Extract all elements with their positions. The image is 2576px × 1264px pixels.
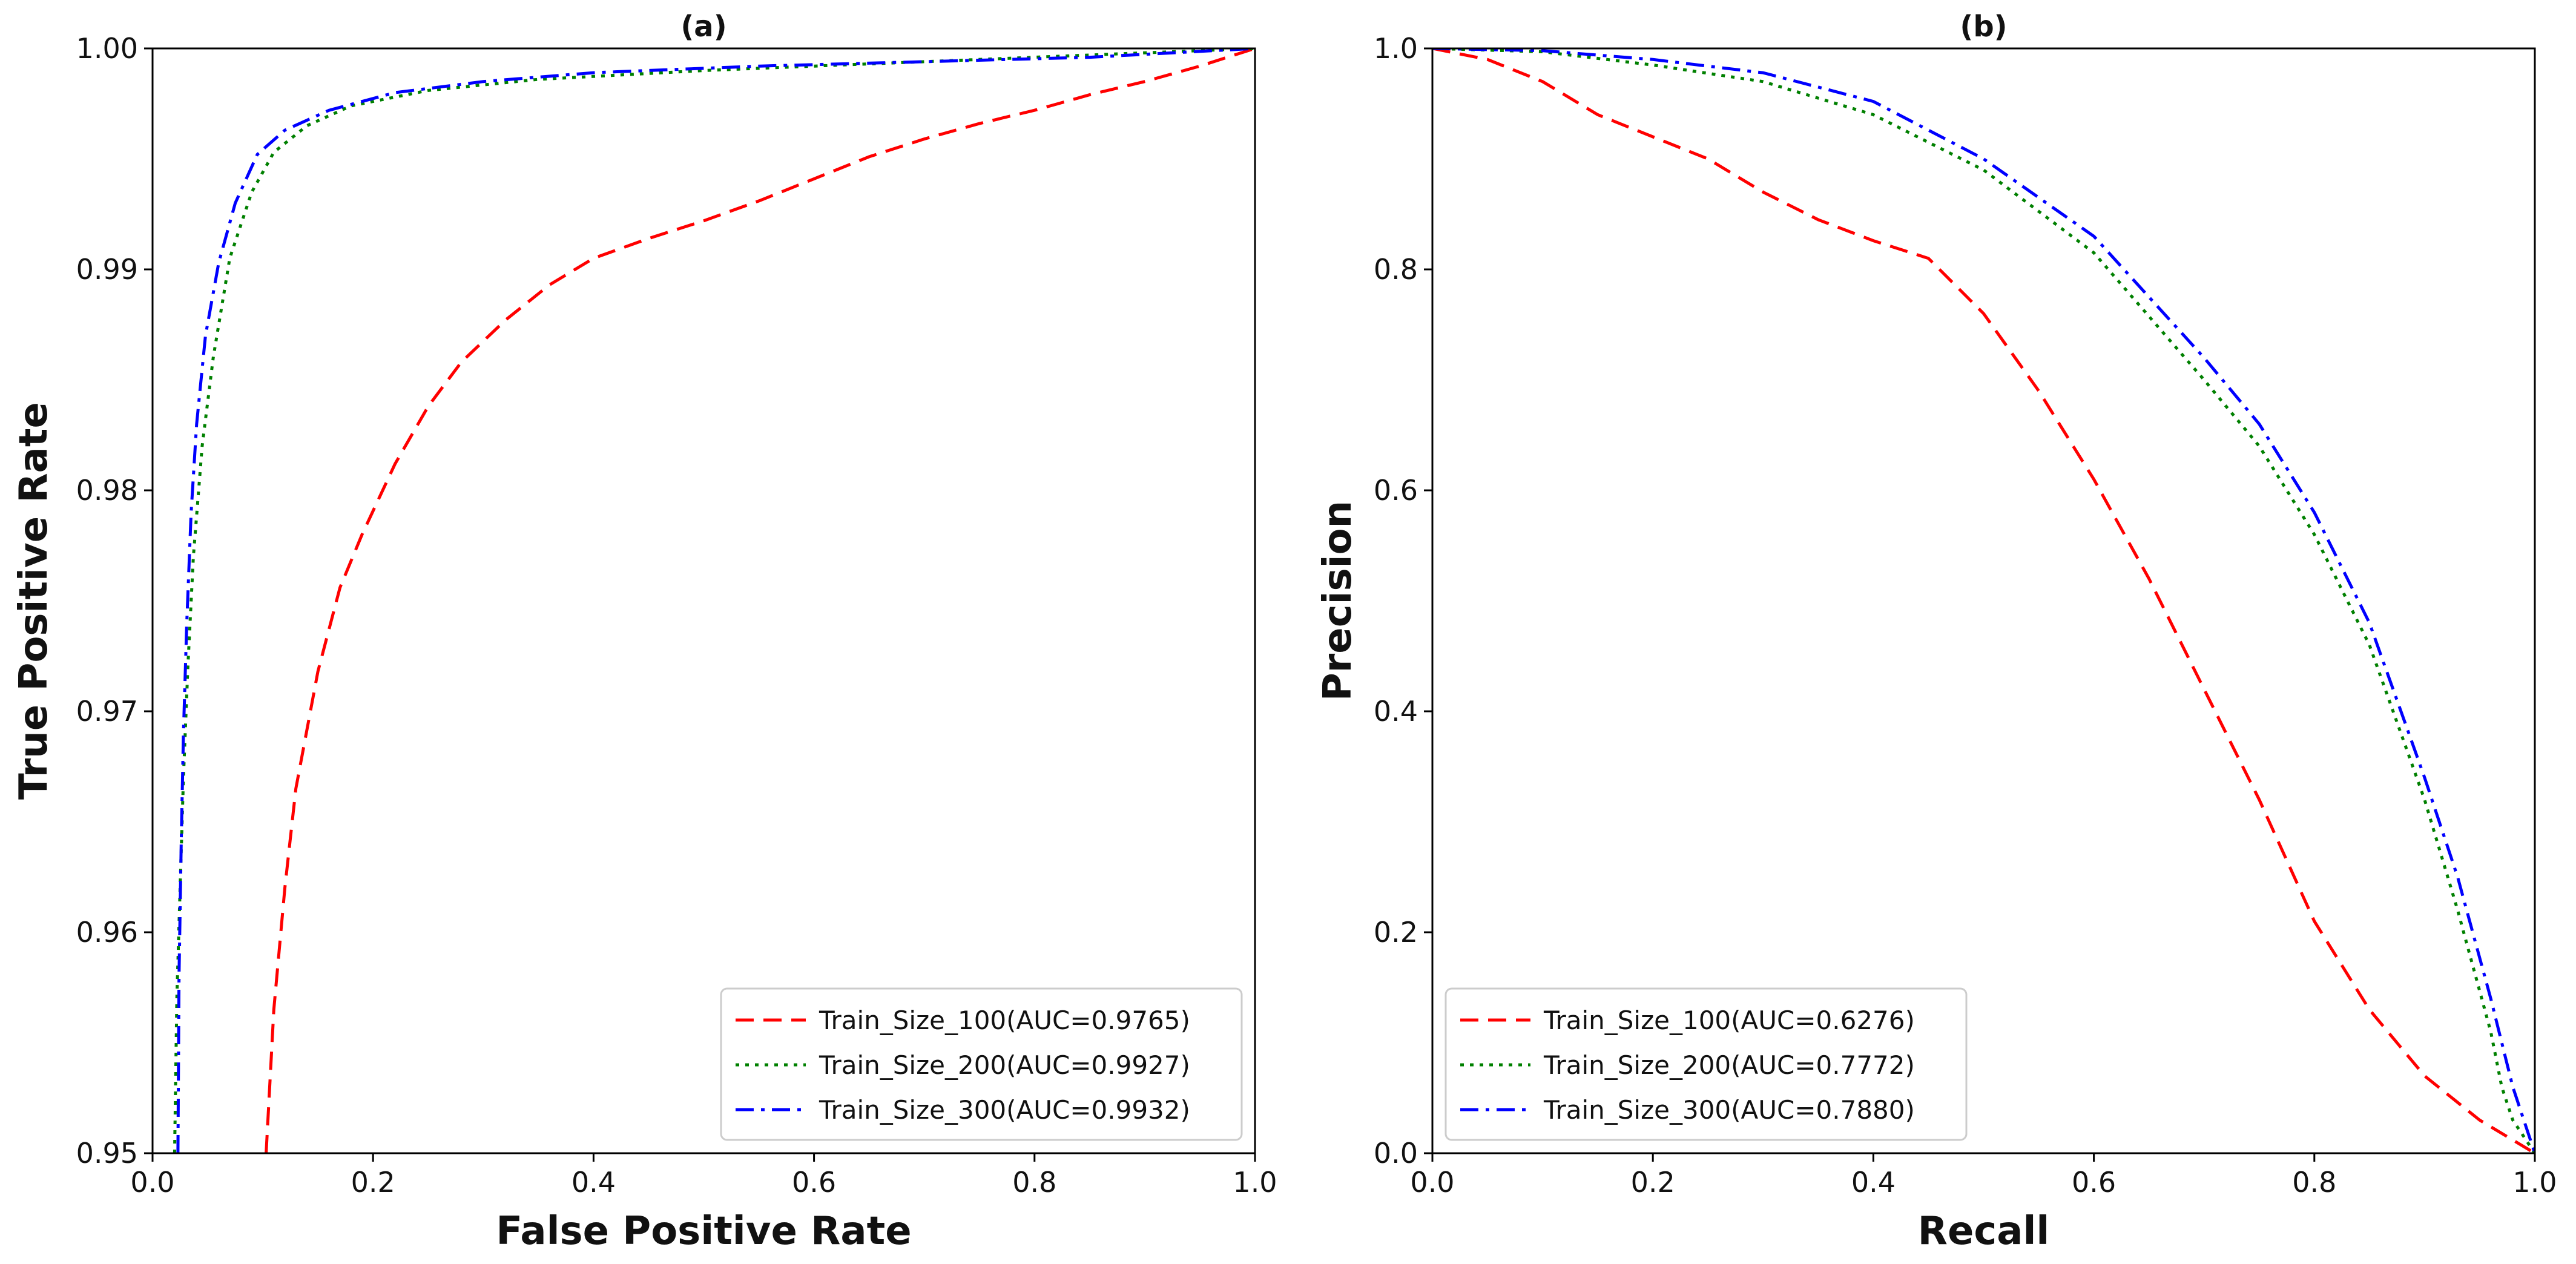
x-tick-label: 1.0 (2512, 1166, 2557, 1199)
x-tick-label: 0.4 (572, 1166, 616, 1199)
y-tick-label: 1.00 (76, 32, 138, 65)
x-tick-label: 0.0 (130, 1166, 174, 1199)
y-tick-label: 0.6 (1374, 474, 1418, 507)
y-tick-label: 0.97 (76, 695, 138, 728)
series-line-1-0 (1432, 48, 2535, 1153)
legend-label-1: Train_Size_200(AUC=0.9927) (819, 1050, 1190, 1080)
legend-label-0: Train_Size_100(AUC=0.9765) (819, 1006, 1190, 1035)
chart-panel-1: 0.0 0.2 0.4 0.6 0.8 1.0 0.0 0.2 0.4 0.6 0.8 1.0 (b) R… (1316, 10, 2557, 1254)
legend-label-2: Train_Size_300(AUC=0.7880) (1543, 1095, 1915, 1125)
y-tick-label: 0.99 (76, 253, 138, 286)
legend: Train_Size_100(AUC=0.6276) Train_Size_200… (1444, 987, 1968, 1141)
x-tick-label: 0.2 (1631, 1166, 1675, 1199)
series-line-1-1 (1432, 48, 2535, 1153)
x-tick-label: 0.2 (351, 1166, 395, 1199)
legend-label-0: Train_Size_100(AUC=0.6276) (1543, 1006, 1915, 1035)
x-axis-label: False Positive Rate (496, 1209, 911, 1254)
legend-box (720, 987, 1243, 1141)
series-line-0-0 (265, 48, 1255, 1153)
y-tick-label: 0.4 (1374, 695, 1418, 728)
y-axis-label: True Positive Rate (12, 402, 56, 800)
y-axis-label: Precision (1316, 501, 1360, 701)
legend: Train_Size_100(AUC=0.9765) Train_Size_200… (720, 987, 1243, 1141)
plot-frame (151, 47, 1256, 1154)
chart-panel-0: 0.0 0.2 0.4 0.6 0.8 1.0 0.95 0.96 0.97 0.98 0.99 1.… (12, 10, 1277, 1254)
x-tick-label: 0.6 (2072, 1166, 2116, 1199)
x-tick-label: 0.0 (1410, 1166, 1454, 1199)
x-tick-label: 0.8 (1012, 1166, 1056, 1199)
series-line-1-2 (1432, 48, 2535, 1153)
legend-label-1: Train_Size_200(AUC=0.7772) (1543, 1050, 1915, 1080)
y-tick-label: 0.96 (76, 916, 138, 949)
x-axis-label: Recall (1918, 1209, 2050, 1254)
y-tick-label: 0.2 (1374, 916, 1418, 949)
plot-frame (1431, 47, 2536, 1154)
x-tick-label: 1.0 (1233, 1166, 1277, 1199)
y-tick-label: 0.0 (1374, 1137, 1418, 1170)
panel-title: (a) (680, 10, 726, 44)
y-tick-label: 0.95 (76, 1137, 138, 1170)
panel-title: (b) (1960, 10, 2007, 44)
series-line-0-2 (176, 48, 1255, 1153)
legend-box (1444, 987, 1968, 1141)
legend-label-2: Train_Size_300(AUC=0.9932) (819, 1095, 1190, 1125)
x-tick-label: 0.6 (792, 1166, 836, 1199)
y-tick-label: 0.8 (1374, 253, 1418, 286)
y-tick-label: 1.0 (1374, 32, 1418, 65)
x-tick-label: 0.8 (2292, 1166, 2336, 1199)
y-tick-label: 0.98 (76, 474, 138, 507)
x-tick-label: 0.4 (1851, 1166, 1896, 1199)
